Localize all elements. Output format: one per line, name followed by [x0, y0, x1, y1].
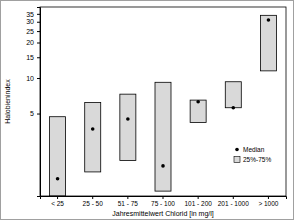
- x-tick-label: 25 - 50: [83, 200, 104, 207]
- y-tick-label: 25: [26, 28, 34, 35]
- chart: 5 10 15 20 25 3035 < 25 25 - 50 51 - 75 75 - 100 1…: [0, 0, 294, 220]
- x-tick-label: < 25: [51, 200, 64, 207]
- box: [50, 117, 66, 196]
- x-tick: 75 - 100: [151, 196, 175, 207]
- y-tick: 10: [26, 75, 40, 82]
- x-tick: < 25: [51, 196, 64, 207]
- y-tick-mark: [37, 78, 40, 79]
- y-tick-mark: [37, 114, 40, 115]
- y-tick-mark: [37, 31, 40, 32]
- plot: 5 10 15 20 25 3035 < 25 25 - 50 51 - 75 75 - 100 1…: [26, 7, 286, 207]
- x-tick: 51 - 75: [118, 196, 139, 207]
- median-point: [267, 18, 271, 22]
- x-tick: 25 - 50: [83, 196, 104, 207]
- y-tick-mark: [37, 14, 40, 15]
- marks: [50, 15, 277, 196]
- x-tick-mark: [127, 196, 128, 199]
- x-tick-mark: [57, 196, 58, 199]
- y-tick: 25: [26, 28, 40, 35]
- y-tick-mark: [37, 57, 40, 58]
- median-point: [91, 127, 95, 131]
- median-point: [196, 100, 200, 104]
- y-tick: 20: [26, 39, 40, 46]
- y-tick: 5: [30, 110, 40, 117]
- box: [155, 82, 171, 191]
- median-point: [56, 177, 60, 181]
- x-axis-title: Jahresmittelwert Chlorid [in mg/l]: [112, 210, 214, 218]
- y-tick-mark: [37, 22, 40, 23]
- x-tick-mark: [92, 196, 93, 199]
- x-tick-label: 101 - 200: [184, 200, 212, 207]
- y-axis-title: Halobienindex: [4, 79, 11, 124]
- y-tick: 35: [26, 11, 40, 18]
- box: [120, 94, 136, 160]
- y-tick-mark: [37, 43, 40, 44]
- y-tick-label: 10: [26, 75, 34, 82]
- x-tick: 201 - 1000: [218, 196, 249, 207]
- legend-item: 25%-75%: [234, 156, 271, 163]
- y-axis: 5 10 15 20 25 3035: [26, 8, 40, 197]
- x-tick: > 1000: [258, 196, 278, 207]
- box: [190, 100, 206, 122]
- median-point: [126, 117, 130, 121]
- x-tick-label: > 1000: [258, 200, 278, 207]
- x-tick-label: 75 - 100: [151, 200, 175, 207]
- x-tick-mark: [268, 196, 269, 199]
- plot-frame: [40, 7, 286, 196]
- outer-border: [1, 1, 294, 220]
- median-point: [161, 164, 165, 168]
- y-axis-line: [37, 8, 41, 197]
- x-axis: < 25 25 - 50 51 - 75 75 - 100 101 - 200 201 -…: [41, 196, 287, 207]
- y-tick-label: 20: [26, 39, 34, 46]
- x-tick-mark: [198, 196, 199, 199]
- y-tick: 15: [26, 54, 40, 61]
- x-tick: 101 - 200: [184, 196, 212, 207]
- x-tick-label: 51 - 75: [118, 200, 139, 207]
- box: [225, 82, 241, 108]
- median-point: [231, 106, 235, 110]
- x-tick-mark: [233, 196, 234, 199]
- y-tick-label: 30: [26, 18, 34, 25]
- legend-item: Median: [235, 146, 265, 153]
- x-axis-line: [41, 197, 287, 200]
- x-tick-mark: [163, 196, 164, 199]
- legend-label: Median: [243, 146, 265, 153]
- legend-swatch: [234, 157, 240, 163]
- box: [260, 15, 276, 71]
- x-tick-label: 201 - 1000: [218, 200, 249, 207]
- legend-swatch: [235, 148, 239, 152]
- y-tick: 30: [26, 18, 40, 25]
- y-tick-label: 15: [26, 54, 34, 61]
- y-tick-label: 35: [26, 11, 34, 18]
- legend-label: 25%-75%: [243, 156, 271, 163]
- box: [85, 103, 101, 172]
- y-tick-label: 5: [30, 110, 34, 117]
- legend: Median 25%-75%: [234, 146, 271, 163]
